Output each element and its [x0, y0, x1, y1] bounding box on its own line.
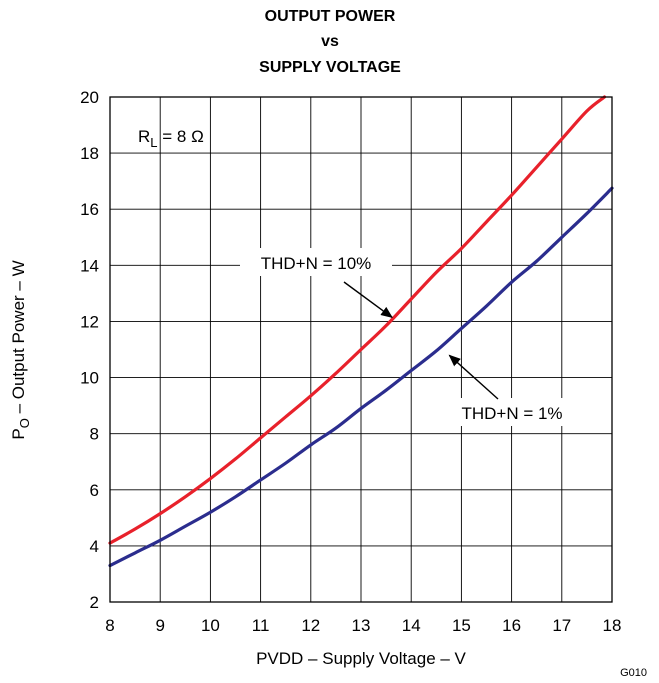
annotation-bg-thd-1 — [442, 398, 584, 426]
y-tick-label: 12 — [80, 312, 99, 331]
x-tick-label: 17 — [552, 616, 571, 635]
condition-main: R — [138, 127, 150, 146]
plot-frame — [109, 96, 613, 603]
y-tick-label: 16 — [80, 200, 99, 219]
annotation-bg-thd-10 — [240, 248, 392, 276]
condition-label: RL = 8 Ω — [138, 127, 204, 150]
y-tick-label: 18 — [80, 144, 99, 163]
chart-title-line-2: vs — [321, 33, 339, 50]
condition-sub: L — [150, 135, 157, 150]
condition-rest: = 8 Ω — [158, 127, 204, 146]
annotation-thd-1: THD+N = 1% — [461, 404, 562, 423]
y-tick-label: 4 — [90, 537, 99, 556]
x-tick-label: 10 — [201, 616, 220, 635]
x-tick-label: 8 — [105, 616, 114, 635]
y-tick-label: 14 — [80, 256, 99, 275]
x-tick-label: 18 — [603, 616, 622, 635]
x-tick-labels: 8 9 10 11 12 13 14 15 16 17 18 — [105, 616, 621, 635]
x-tick-label: 16 — [502, 616, 521, 635]
y-tick-label: 8 — [90, 425, 99, 444]
y-axis-label: PO – Output Power – W — [9, 260, 32, 439]
x-tick-label: 13 — [352, 616, 371, 635]
x-tick-label: 15 — [452, 616, 471, 635]
x-axis-label: PVDD – Supply Voltage – V — [256, 649, 466, 668]
y-tick-label: 10 — [80, 369, 99, 388]
x-tick-label: 9 — [155, 616, 164, 635]
annotations: THD+N = 10% THD+N = 1% — [240, 248, 584, 426]
y-axis-label-rest: – Output Power – W — [9, 260, 28, 418]
chart-title-line-1: OUTPUT POWER — [265, 8, 396, 25]
chart-title-line-3: SUPPLY VOLTAGE — [259, 59, 401, 76]
series-line-thd-1 — [108, 186, 614, 568]
annotation-arrow-thd-10 — [343, 281, 393, 319]
y-axis-label-main: P — [9, 428, 28, 439]
x-tick-label: 14 — [402, 616, 421, 635]
y-tick-label: 2 — [90, 593, 99, 612]
y-tick-label: 6 — [90, 481, 99, 500]
annotation-thd-10: THD+N = 10% — [261, 254, 372, 273]
annotation-arrow-thd-1 — [448, 354, 499, 400]
series-line-thd-10 — [108, 95, 607, 545]
data-series — [108, 95, 614, 568]
y-tick-label: 20 — [80, 88, 99, 107]
y-tick-labels: 2 4 6 8 10 12 14 16 18 20 — [80, 88, 99, 612]
figure-id: G010 — [620, 667, 647, 679]
y-axis-label-sub: O — [17, 418, 32, 428]
x-tick-label: 11 — [252, 616, 270, 635]
x-tick-label: 12 — [301, 616, 320, 635]
